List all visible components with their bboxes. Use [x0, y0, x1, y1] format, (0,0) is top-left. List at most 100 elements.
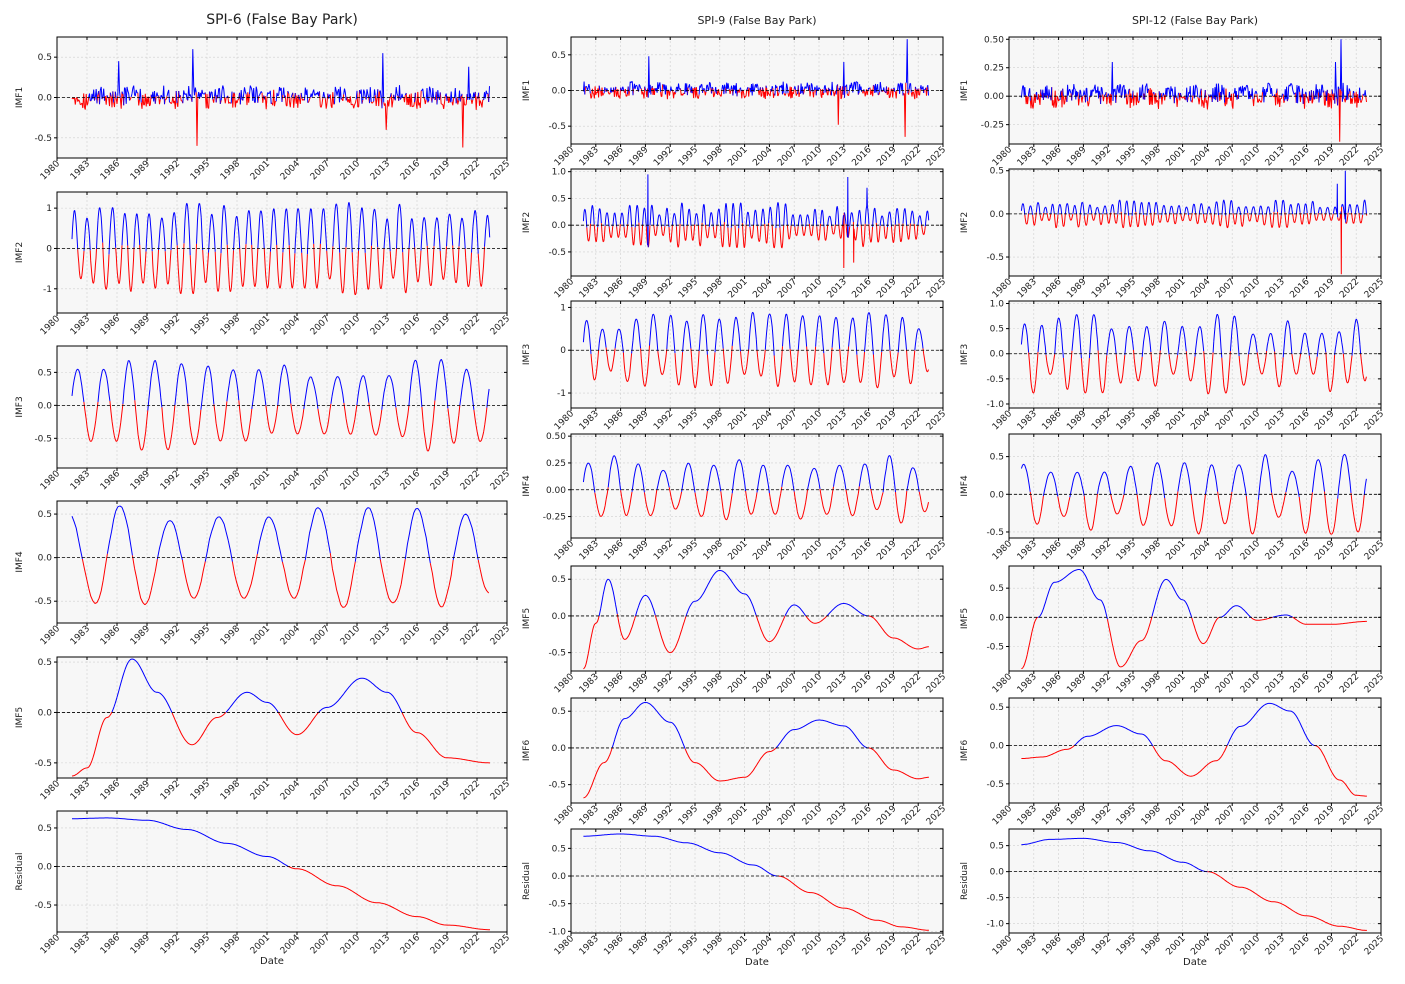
series-positive [582, 455, 920, 494]
y-axis-label: IMF1 [15, 87, 25, 108]
y-tick-label: 0.0 [38, 554, 53, 564]
y-axis-label: IMF2 [960, 212, 970, 233]
x-tick-label: 2022 [459, 159, 482, 182]
x-tick-label: 1983 [69, 624, 92, 647]
y-tick-label: 1 [46, 204, 52, 214]
x-tick-label: 2007 [1214, 804, 1237, 827]
x-tick-label: 1986 [602, 804, 625, 827]
plot-background [1009, 829, 1381, 933]
x-tick-label: 2016 [1288, 145, 1311, 168]
x-tick-label: 1992 [159, 159, 182, 182]
y-tick-label: -0.5 [986, 528, 1004, 538]
y-tick-label: 0.0 [552, 744, 567, 754]
series-positive [71, 505, 479, 564]
series-negative [71, 711, 490, 777]
panel-imf6: -0.5 0.0 0.5 IMF6 1980 1983 1986 1989 1992 1995 19… [522, 697, 948, 827]
y-tick-label: 0.0 [552, 872, 567, 882]
plot-frame [56, 656, 508, 779]
x-tick-label: 1980 [553, 145, 576, 168]
x-tick-label: 2025 [1363, 539, 1386, 562]
x-tick-label: 1980 [991, 934, 1014, 957]
x-tick-label: 2022 [900, 804, 923, 827]
series-positive [1020, 453, 1367, 500]
y-tick-label: -1.0 [548, 927, 566, 937]
x-tick-label: 1995 [1115, 539, 1138, 562]
y-tick-label: 0.00 [546, 486, 566, 496]
x-tick-label: 1992 [1090, 672, 1113, 695]
x-tick-label: 2016 [850, 672, 873, 695]
y-axis-label: IMF1 [522, 80, 532, 101]
y-tick-label: 0.00 [984, 92, 1004, 102]
x-tick-label: 1992 [1090, 409, 1113, 432]
x-tick-label: 1989 [129, 469, 152, 492]
x-tick-label: 2007 [309, 314, 332, 337]
chart-column-3: SPI-12 (False Bay Park)-0.250.000.250.50… [960, 14, 1386, 968]
x-tick-label: 2016 [1288, 934, 1311, 957]
y-tick-label: 1 [560, 303, 566, 313]
x-tick-label: 1989 [627, 145, 650, 168]
y-tick-label: -0.25 [981, 121, 1004, 131]
x-tick-label: 2019 [875, 934, 898, 957]
x-tick-label: 1989 [627, 277, 650, 300]
plot-frame [1008, 168, 1382, 277]
x-tick-label: 2004 [1189, 672, 1212, 695]
x-tick-label: 1995 [677, 804, 700, 827]
x-tick-label: 2007 [1214, 672, 1237, 695]
y-axis-label: IMF1 [960, 80, 970, 101]
x-tick-label: 2007 [309, 933, 332, 956]
series-negative [1028, 349, 1367, 395]
x-tick-label: 1989 [1065, 539, 1088, 562]
x-tick-label: 1992 [159, 469, 182, 492]
y-tick-label: 0.5 [990, 325, 1004, 335]
column-title: SPI-12 (False Bay Park) [1132, 14, 1258, 27]
x-tick-label: 2019 [429, 469, 452, 492]
y-tick-label: 0.0 [990, 742, 1005, 752]
y-tick-label: 0.5 [38, 824, 52, 834]
x-tick-label: 2004 [1189, 145, 1212, 168]
x-tick-label: 2004 [751, 277, 774, 300]
x-tick-label: 2013 [826, 409, 849, 432]
x-tick-label: 1992 [652, 672, 675, 695]
x-tick-label: 1995 [677, 409, 700, 432]
x-tick-label: 1983 [1016, 934, 1039, 957]
x-tick-label: 2019 [1313, 672, 1336, 695]
x-tick-label: 2025 [489, 469, 512, 492]
series-positive [1037, 569, 1293, 620]
y-axis-label: IMF5 [15, 707, 25, 728]
x-tick-label: 1989 [129, 314, 152, 337]
x-tick-label: 1986 [99, 624, 122, 647]
x-tick-label: 1989 [627, 804, 650, 827]
x-tick-label: 1980 [991, 409, 1014, 432]
series-negative [586, 212, 926, 269]
y-axis-label: Residual [960, 862, 970, 900]
y-tick-label: 0.5 [990, 842, 1004, 852]
x-tick-label: 2004 [279, 624, 302, 647]
y-tick-label: 0.0 [552, 221, 567, 231]
y-tick-label: 0.5 [990, 167, 1004, 177]
x-tick-label: 1983 [1016, 804, 1039, 827]
x-tick-label: 1998 [702, 804, 725, 827]
x-tick-label: 2010 [1239, 145, 1262, 168]
x-tick-label: 2025 [1363, 804, 1386, 827]
x-tick-label: 1989 [1065, 145, 1088, 168]
x-tick-label: 1980 [553, 672, 576, 695]
x-tick-label: 2010 [801, 672, 824, 695]
x-tick-label: 1983 [1016, 277, 1039, 300]
x-tick-label: 2022 [900, 672, 923, 695]
x-tick-label: 1995 [677, 277, 700, 300]
x-tick-label: 1992 [1090, 934, 1113, 957]
x-tick-label: 2019 [1313, 934, 1336, 957]
y-axis-label: IMF3 [15, 396, 25, 417]
plot-background [1009, 169, 1381, 276]
column-title: SPI-6 (False Bay Park) [206, 12, 358, 28]
x-tick-label: 1989 [1065, 409, 1088, 432]
x-tick-label: 2010 [1239, 539, 1262, 562]
y-tick-label: -0.5 [34, 434, 52, 444]
series-positive [111, 658, 403, 713]
x-tick-label: 1995 [677, 672, 700, 695]
x-tick-label: 2022 [1338, 409, 1361, 432]
x-tick-label: 2013 [1264, 804, 1287, 827]
x-tick-label: 1989 [627, 672, 650, 695]
x-tick-label: 2022 [1338, 804, 1361, 827]
y-axis-label: IMF2 [522, 212, 532, 233]
